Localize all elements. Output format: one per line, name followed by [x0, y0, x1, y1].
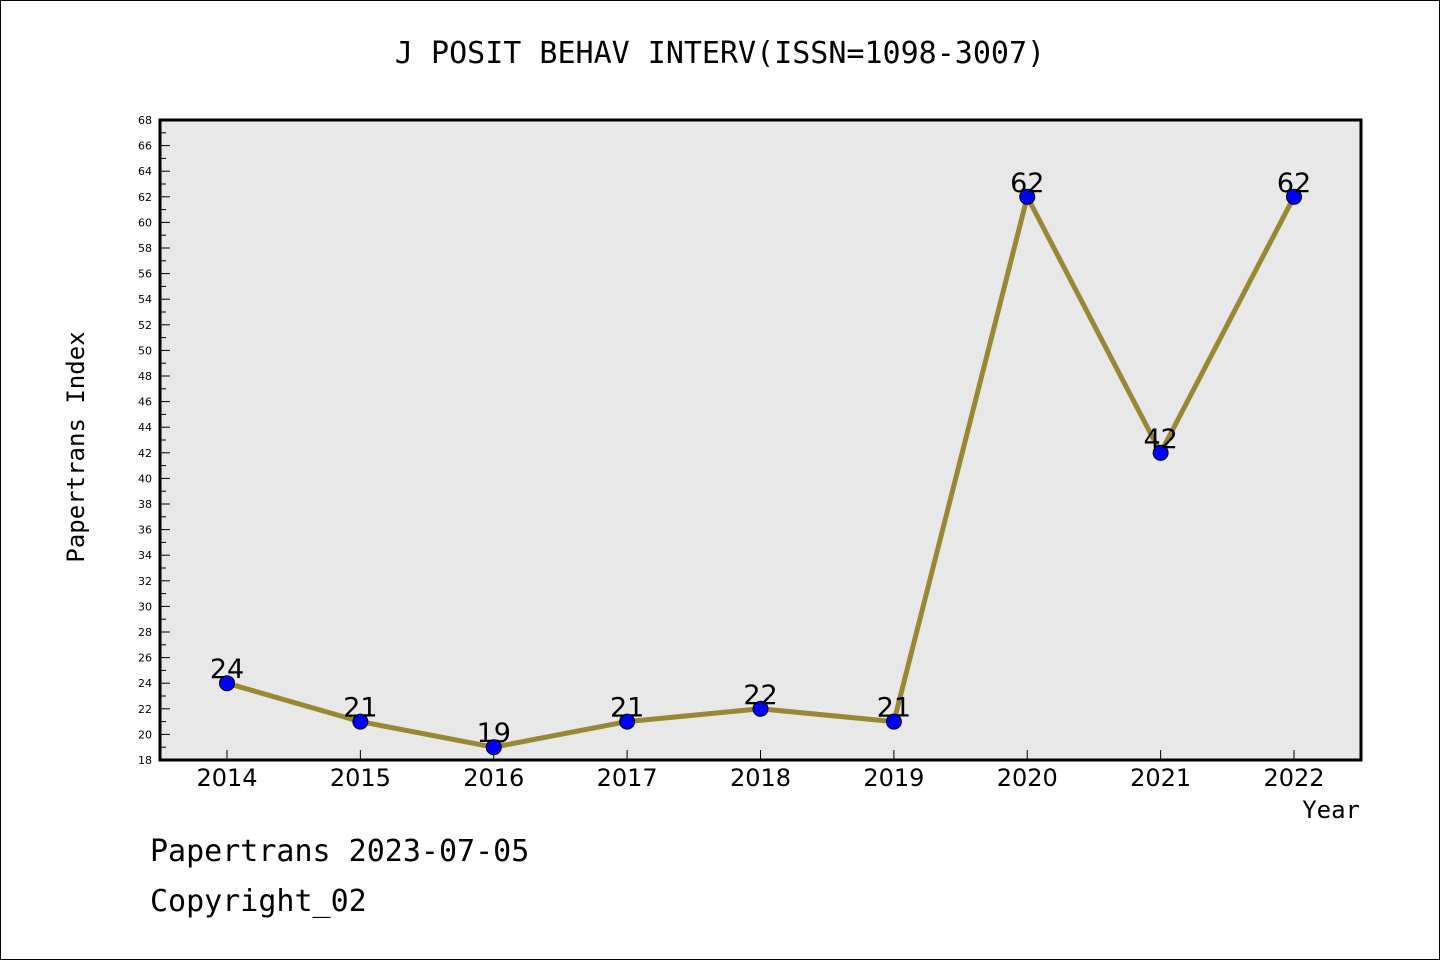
y-tick-label: 34 [138, 549, 152, 562]
x-tick-label: 2022 [1263, 764, 1324, 792]
plot-area [158, 118, 1363, 762]
y-tick-label: 58 [138, 242, 152, 255]
y-tick-label: 50 [138, 344, 152, 357]
y-tick-label: 24 [138, 677, 152, 690]
y-tick-label: 18 [138, 754, 152, 767]
footer-date: Papertrans 2023-07-05 [150, 834, 530, 869]
y-tick-label: 68 [138, 114, 152, 127]
data-label: 21 [610, 693, 644, 724]
y-tick-label: 64 [138, 165, 152, 178]
y-tick-label: 42 [138, 447, 152, 460]
y-tick-label: 22 [138, 703, 152, 716]
data-label: 42 [1143, 424, 1177, 455]
x-tick-label: 2021 [1130, 764, 1191, 792]
x-tick-label: 2020 [997, 764, 1058, 792]
data-label: 62 [1010, 168, 1044, 199]
data-point [352, 713, 369, 730]
y-tick-label: 54 [138, 293, 152, 306]
chart-title: J POSIT BEHAV INTERV(ISSN=1098-3007) [394, 36, 1046, 71]
y-tick-label: 32 [138, 575, 152, 588]
x-tick-label: 2016 [463, 764, 524, 792]
y-tick-label: 26 [138, 652, 152, 665]
y-tick-label: 40 [138, 472, 152, 485]
data-point [219, 675, 235, 692]
y-tick-label: 38 [138, 498, 152, 511]
y-tick-label: 44 [138, 421, 152, 434]
y-axis: 18 20 22 24 26 28 30 32 34 36 38 40 42 44 46 48 50 52 54 56… [138, 114, 170, 767]
data-label: 22 [743, 680, 777, 711]
x-tick-label: 2017 [597, 764, 658, 792]
y-tick-label: 20 [138, 728, 152, 741]
x-tick-label: 2015 [330, 764, 391, 792]
data-point [885, 713, 902, 730]
x-axis-label: Year [1302, 796, 1360, 824]
y-tick-label: 48 [138, 370, 152, 383]
x-axis: 2014 2015 2016 2017 2018 2019 2020 2021 2022 [196, 750, 1325, 792]
y-tick-label: 28 [138, 626, 152, 639]
y-tick-label: 30 [138, 600, 152, 613]
data-label: 19 [477, 718, 511, 749]
footer-copyright: Copyright_02 [150, 884, 367, 919]
data-label: 21 [343, 693, 377, 724]
y-tick-label: 56 [138, 268, 152, 281]
data-label: 21 [877, 693, 911, 724]
data-label: 62 [1277, 168, 1311, 199]
data-point [485, 739, 502, 756]
y-tick-label: 36 [138, 524, 152, 537]
data-point [619, 713, 636, 730]
y-tick-label: 52 [138, 319, 152, 332]
x-tick-label: 2019 [863, 764, 924, 792]
y-tick-label: 62 [138, 191, 152, 204]
data-label: 24 [210, 654, 244, 685]
y-tick-label: 60 [138, 216, 152, 229]
series-group: 24 21 19 21 22 21 62 42 62 [210, 168, 1311, 756]
data-point [752, 700, 769, 717]
x-tick-label: 2018 [730, 764, 791, 792]
data-point [1019, 188, 1036, 205]
x-tick-label: 2014 [196, 764, 257, 792]
data-point [1286, 188, 1302, 205]
data-point [1152, 444, 1169, 461]
y-tick-label: 66 [138, 140, 152, 153]
y-tick-label: 46 [138, 396, 152, 409]
